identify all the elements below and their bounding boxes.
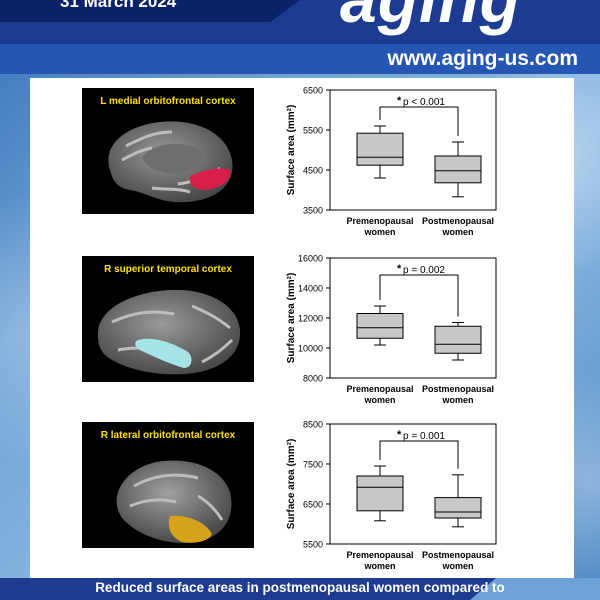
- category-label-line2: women: [441, 561, 473, 571]
- significance-bracket: [379, 274, 459, 317]
- category-label-line2: women: [363, 227, 395, 237]
- brain-image-2: R superior temporal cortex: [82, 256, 254, 382]
- y-tick-label: 10000: [298, 344, 323, 354]
- plot-frame: [329, 89, 497, 211]
- issue-date: 31 March 2024: [60, 0, 177, 11]
- category-label: Premenopausal: [346, 384, 413, 394]
- y-tick-label: 6500: [303, 500, 323, 510]
- y-tick-label: 6500: [303, 86, 323, 96]
- category-label-line2: women: [363, 395, 395, 405]
- box-iqr: [434, 155, 482, 184]
- y-tick-label: 16000: [298, 254, 323, 264]
- boxplot-chart-1: 3500 4500 5500 6500 Surface area (mm²) Premen…: [286, 86, 497, 237]
- y-tick-label: 8000: [303, 374, 323, 384]
- box-iqr: [434, 497, 482, 519]
- significance-star: *: [397, 263, 402, 275]
- y-tick-label: 5500: [303, 126, 323, 136]
- significance-star: *: [397, 95, 402, 107]
- brain-illustration-1: [108, 121, 233, 203]
- y-tick-label: 5500: [303, 540, 323, 550]
- category-label: Postmenopausal: [422, 550, 494, 560]
- category-label: Premenopausal: [346, 550, 413, 560]
- significance-bracket: [379, 440, 459, 469]
- brain-title-1: L medial orbitofrontal cortex: [100, 96, 236, 107]
- box-iqr: [356, 475, 404, 512]
- journal-url[interactable]: www.aging-us.com: [387, 47, 578, 70]
- box-iqr: [356, 132, 404, 166]
- y-tick-label: 14000: [298, 284, 323, 294]
- y-tick-label: 4500: [303, 166, 323, 176]
- y-tick-label: 7500: [303, 460, 323, 470]
- caption-text: Reduced surface areas in postmenopausal …: [95, 580, 505, 595]
- box-iqr: [434, 325, 482, 354]
- category-label-line2: women: [363, 561, 395, 571]
- y-axis-label: Surface area (mm²): [286, 273, 297, 364]
- plot-frame: [329, 423, 497, 545]
- highlight-region-1: [189, 168, 231, 190]
- url-band: [0, 44, 600, 74]
- y-axis-label: Surface area (mm²): [286, 439, 297, 530]
- journal-logo: aging: [340, 0, 521, 32]
- plot-frame: [329, 257, 497, 379]
- y-tick-label: 8500: [303, 420, 323, 430]
- p-value-annotation: p = 0.002: [403, 265, 445, 276]
- significance-bracket: [379, 106, 459, 136]
- category-label-line2: women: [441, 227, 473, 237]
- category-label: Postmenopausal: [422, 216, 494, 226]
- highlight-region-3: [168, 515, 212, 543]
- brain-image-3: R lateral orbitofrontal cortex: [82, 422, 254, 548]
- highlight-region-2: [135, 338, 192, 368]
- brain-illustration-2: [97, 289, 241, 375]
- brain-title-2: R superior temporal cortex: [104, 264, 232, 275]
- y-tick-label: 3500: [303, 206, 323, 216]
- header-slant: [0, 0, 300, 22]
- brain-illustration-3: [116, 460, 232, 543]
- footer-band: [0, 578, 600, 600]
- box-iqr: [356, 313, 404, 339]
- category-label: Postmenopausal: [422, 384, 494, 394]
- significance-star: *: [397, 429, 402, 441]
- p-value-annotation: p = 0.001: [403, 431, 445, 442]
- category-label: Premenopausal: [346, 216, 413, 226]
- y-axis-label: Surface area (mm²): [286, 105, 297, 196]
- footer-slant: [470, 578, 600, 600]
- boxplot-chart-3: 5500 6500 7500 8500 Surface area (mm²) Premen…: [286, 420, 497, 571]
- p-value-annotation: p < 0.001: [403, 97, 445, 108]
- brain-image-1: L medial orbitofrontal cortex: [82, 88, 254, 214]
- brain-title-3: R lateral orbitofrontal cortex: [100, 430, 236, 441]
- category-label-line2: women: [441, 395, 473, 405]
- y-tick-label: 12000: [298, 314, 323, 324]
